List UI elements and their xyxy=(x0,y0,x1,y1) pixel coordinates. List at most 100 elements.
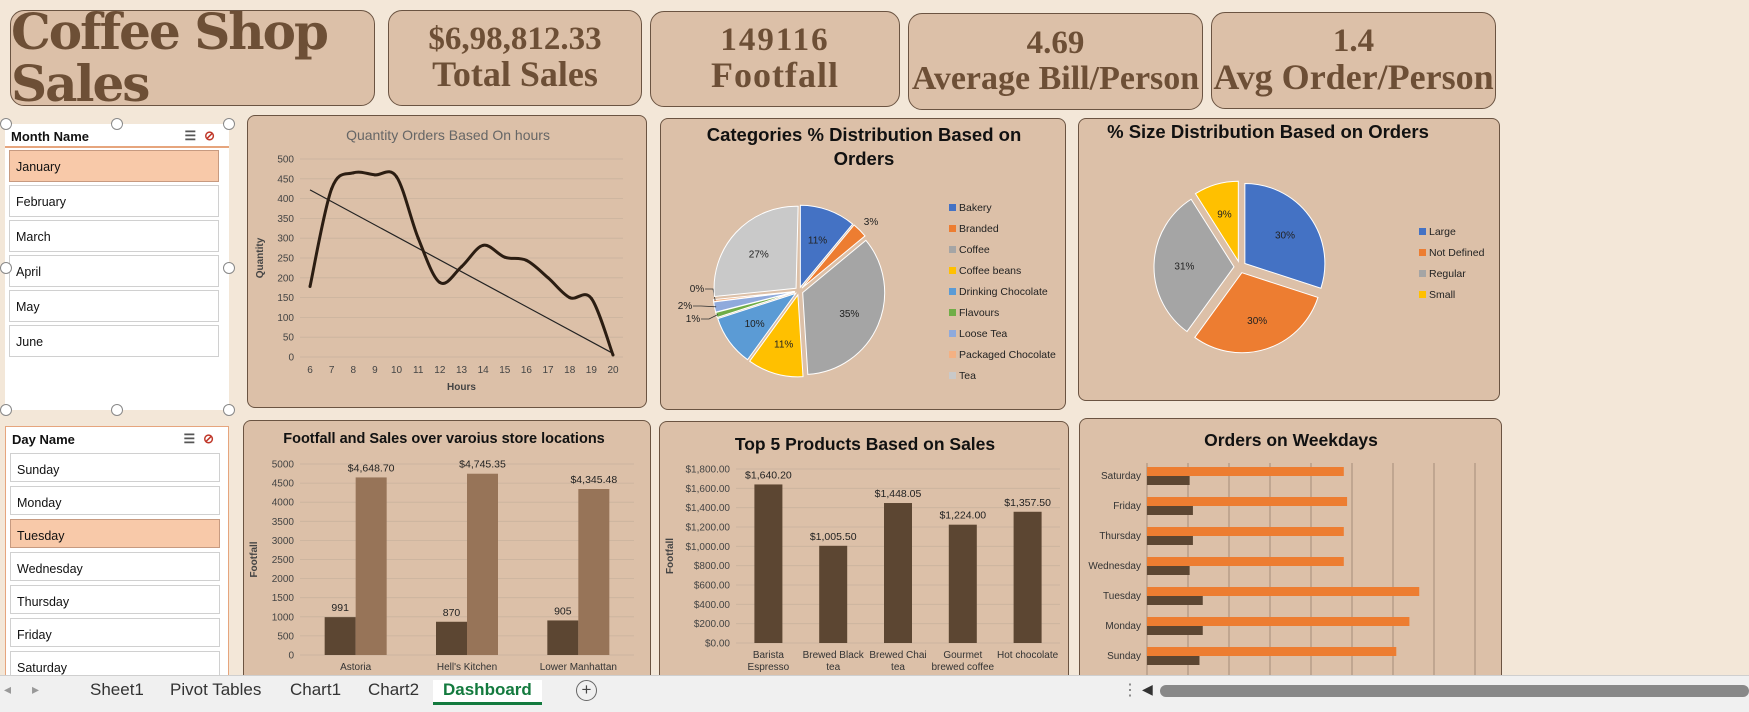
tab-dashboard[interactable]: Dashboard xyxy=(433,680,542,705)
legend-label: Coffee xyxy=(959,244,990,256)
data-label: 1% xyxy=(686,314,701,325)
chart-title: % Size Distribution Based on Orders xyxy=(1107,121,1429,142)
tab-chart2[interactable]: Chart2 xyxy=(368,680,420,699)
resize-handle[interactable] xyxy=(223,404,235,416)
data-label: $1,357.50 xyxy=(1004,497,1051,509)
data-point xyxy=(438,281,442,285)
chart-title: Footfall and Sales over varoius store lo… xyxy=(283,431,605,447)
resize-handle[interactable] xyxy=(0,262,12,274)
clear-filter-icon[interactable]: ⊘ xyxy=(203,431,222,446)
day-slicer[interactable]: Day Name ☰⊘ Sunday Monday Tuesday Wednesday… xyxy=(5,426,229,680)
categories-chart-card[interactable]: Categories % Distribution Based on Orders… xyxy=(660,118,1066,410)
hscroll-left-icon[interactable]: ◀ xyxy=(1142,681,1153,697)
slicer-item-march[interactable]: March xyxy=(9,220,219,252)
total-sales-card: $6,98,812.33 Total Sales xyxy=(388,10,642,106)
y-tick-label: 250 xyxy=(277,254,294,265)
tab-pivot-tables[interactable]: Pivot Tables xyxy=(170,680,262,699)
horizontal-scrollbar[interactable] xyxy=(1160,685,1749,697)
resize-handle[interactable] xyxy=(0,404,12,416)
resize-handle[interactable] xyxy=(223,262,235,274)
x-tick-label: Barista xyxy=(753,650,785,661)
data-label: $1,448.05 xyxy=(875,488,922,500)
slicer-item-june[interactable]: June xyxy=(9,325,219,357)
tab-scroll-left-icon[interactable]: ◂ xyxy=(4,681,12,697)
tab-chart1[interactable]: Chart1 xyxy=(290,680,342,699)
hours-chart-card[interactable]: Quantity Orders Based On hours 0 50 100 150 2… xyxy=(247,115,647,408)
slicer-item-january[interactable]: January xyxy=(9,150,219,182)
trendline xyxy=(309,189,614,354)
x-tick-label: brewed coffee xyxy=(931,662,994,673)
bar xyxy=(754,484,783,643)
weekdays-bar-chart: Orders on Weekdays Saturday Friday Thursday… xyxy=(1088,430,1476,676)
slicer-item-friday[interactable]: Friday xyxy=(10,618,220,647)
y-tick-label: 5000 xyxy=(272,460,295,471)
sizes-chart-card[interactable]: % Size Distribution Based on Orders 30% 30… xyxy=(1078,118,1500,401)
tab-sheet1[interactable]: Sheet1 xyxy=(90,680,144,699)
pie-slice-packaged-chocolate xyxy=(712,290,796,303)
data-label: 35% xyxy=(839,309,859,320)
bar xyxy=(547,620,579,655)
locations-bar-chart: Footfall and Sales over varoius store lo… xyxy=(249,431,634,673)
data-label: 10% xyxy=(745,319,765,330)
month-slicer-title: Month Name xyxy=(11,129,89,144)
tab-scroll-right-icon[interactable]: ▸ xyxy=(32,681,40,697)
products-bar-chart: Top 5 Products Based on Sales $0.00 $200.0… xyxy=(665,434,1060,673)
slicer-item-may[interactable]: May xyxy=(9,290,219,322)
resize-handle[interactable] xyxy=(0,118,12,130)
slicer-item-thursday[interactable]: Thursday xyxy=(10,585,220,614)
add-sheet-icon[interactable]: + xyxy=(576,680,597,701)
bar xyxy=(1147,647,1397,656)
y-tick-label: $1,000.00 xyxy=(686,542,731,553)
slicer-item-tuesday[interactable]: Tuesday xyxy=(10,519,220,548)
y-tick-label: $800.00 xyxy=(694,561,731,572)
y-tick-label: Monday xyxy=(1105,621,1141,632)
bar xyxy=(467,473,498,655)
total-sales-value: $6,98,812.33 xyxy=(428,20,602,57)
y-tick-label: 1500 xyxy=(272,593,295,604)
legend-label: Tea xyxy=(959,370,976,382)
avg-order-card: 1.4 Avg Order/Person xyxy=(1211,12,1496,109)
products-chart-card[interactable]: Top 5 Products Based on Sales $0.00 $200.0… xyxy=(659,421,1069,681)
bar xyxy=(1147,497,1348,506)
clear-filter-icon[interactable]: ⊘ xyxy=(204,128,223,143)
y-axis-label: Footfall xyxy=(665,538,676,574)
locations-chart-card[interactable]: Footfall and Sales over varoius store lo… xyxy=(243,420,651,680)
chart-title: Quantity Orders Based On hours xyxy=(346,127,550,143)
slicer-item-monday[interactable]: Monday xyxy=(10,486,220,515)
y-tick-label: 500 xyxy=(277,631,294,642)
more-options-icon[interactable]: ⋮ xyxy=(1122,682,1138,699)
slicer-item-april[interactable]: April xyxy=(9,255,219,287)
month-slicer[interactable]: Month Name ☰⊘ January February March April M… xyxy=(5,124,229,410)
pie-slice-small xyxy=(1194,180,1239,263)
bar xyxy=(324,617,356,655)
y-tick-label: $200.00 xyxy=(694,619,731,630)
multi-select-icon[interactable]: ☰ xyxy=(184,128,205,143)
legend-label: Not Defined xyxy=(1429,247,1485,259)
resize-handle[interactable] xyxy=(223,118,235,130)
resize-handle[interactable] xyxy=(111,404,123,416)
x-tick-label: Gourmet xyxy=(943,650,982,661)
bar xyxy=(1147,536,1193,545)
resize-handle[interactable] xyxy=(111,118,123,130)
slicer-item-wednesday[interactable]: Wednesday xyxy=(10,552,220,581)
bar xyxy=(819,545,848,643)
data-label: 991 xyxy=(331,602,349,614)
y-tick-label: $1,400.00 xyxy=(686,503,731,514)
x-tick-label: Brewed Black xyxy=(803,650,865,661)
x-tick-label: 13 xyxy=(456,365,468,376)
y-tick-label: $600.00 xyxy=(694,581,731,592)
x-tick-label: 8 xyxy=(351,365,357,376)
y-tick-label: 3500 xyxy=(272,517,295,528)
data-label: 27% xyxy=(749,250,769,261)
legend-label: Large xyxy=(1429,226,1456,238)
multi-select-icon[interactable]: ☰ xyxy=(183,431,204,446)
x-tick-label: tea xyxy=(891,662,905,673)
slicer-item-sunday[interactable]: Sunday xyxy=(10,453,220,482)
data-point xyxy=(416,236,420,240)
dashboard-title: Coffee Shop Sales xyxy=(11,1,329,113)
data-point xyxy=(373,173,377,177)
weekdays-chart-card[interactable]: Orders on Weekdays Saturday Friday Thursday… xyxy=(1079,418,1502,680)
x-axis-label: Hours xyxy=(447,382,476,393)
slicer-item-february[interactable]: February xyxy=(9,185,219,217)
y-tick-label: $0.00 xyxy=(705,639,730,650)
